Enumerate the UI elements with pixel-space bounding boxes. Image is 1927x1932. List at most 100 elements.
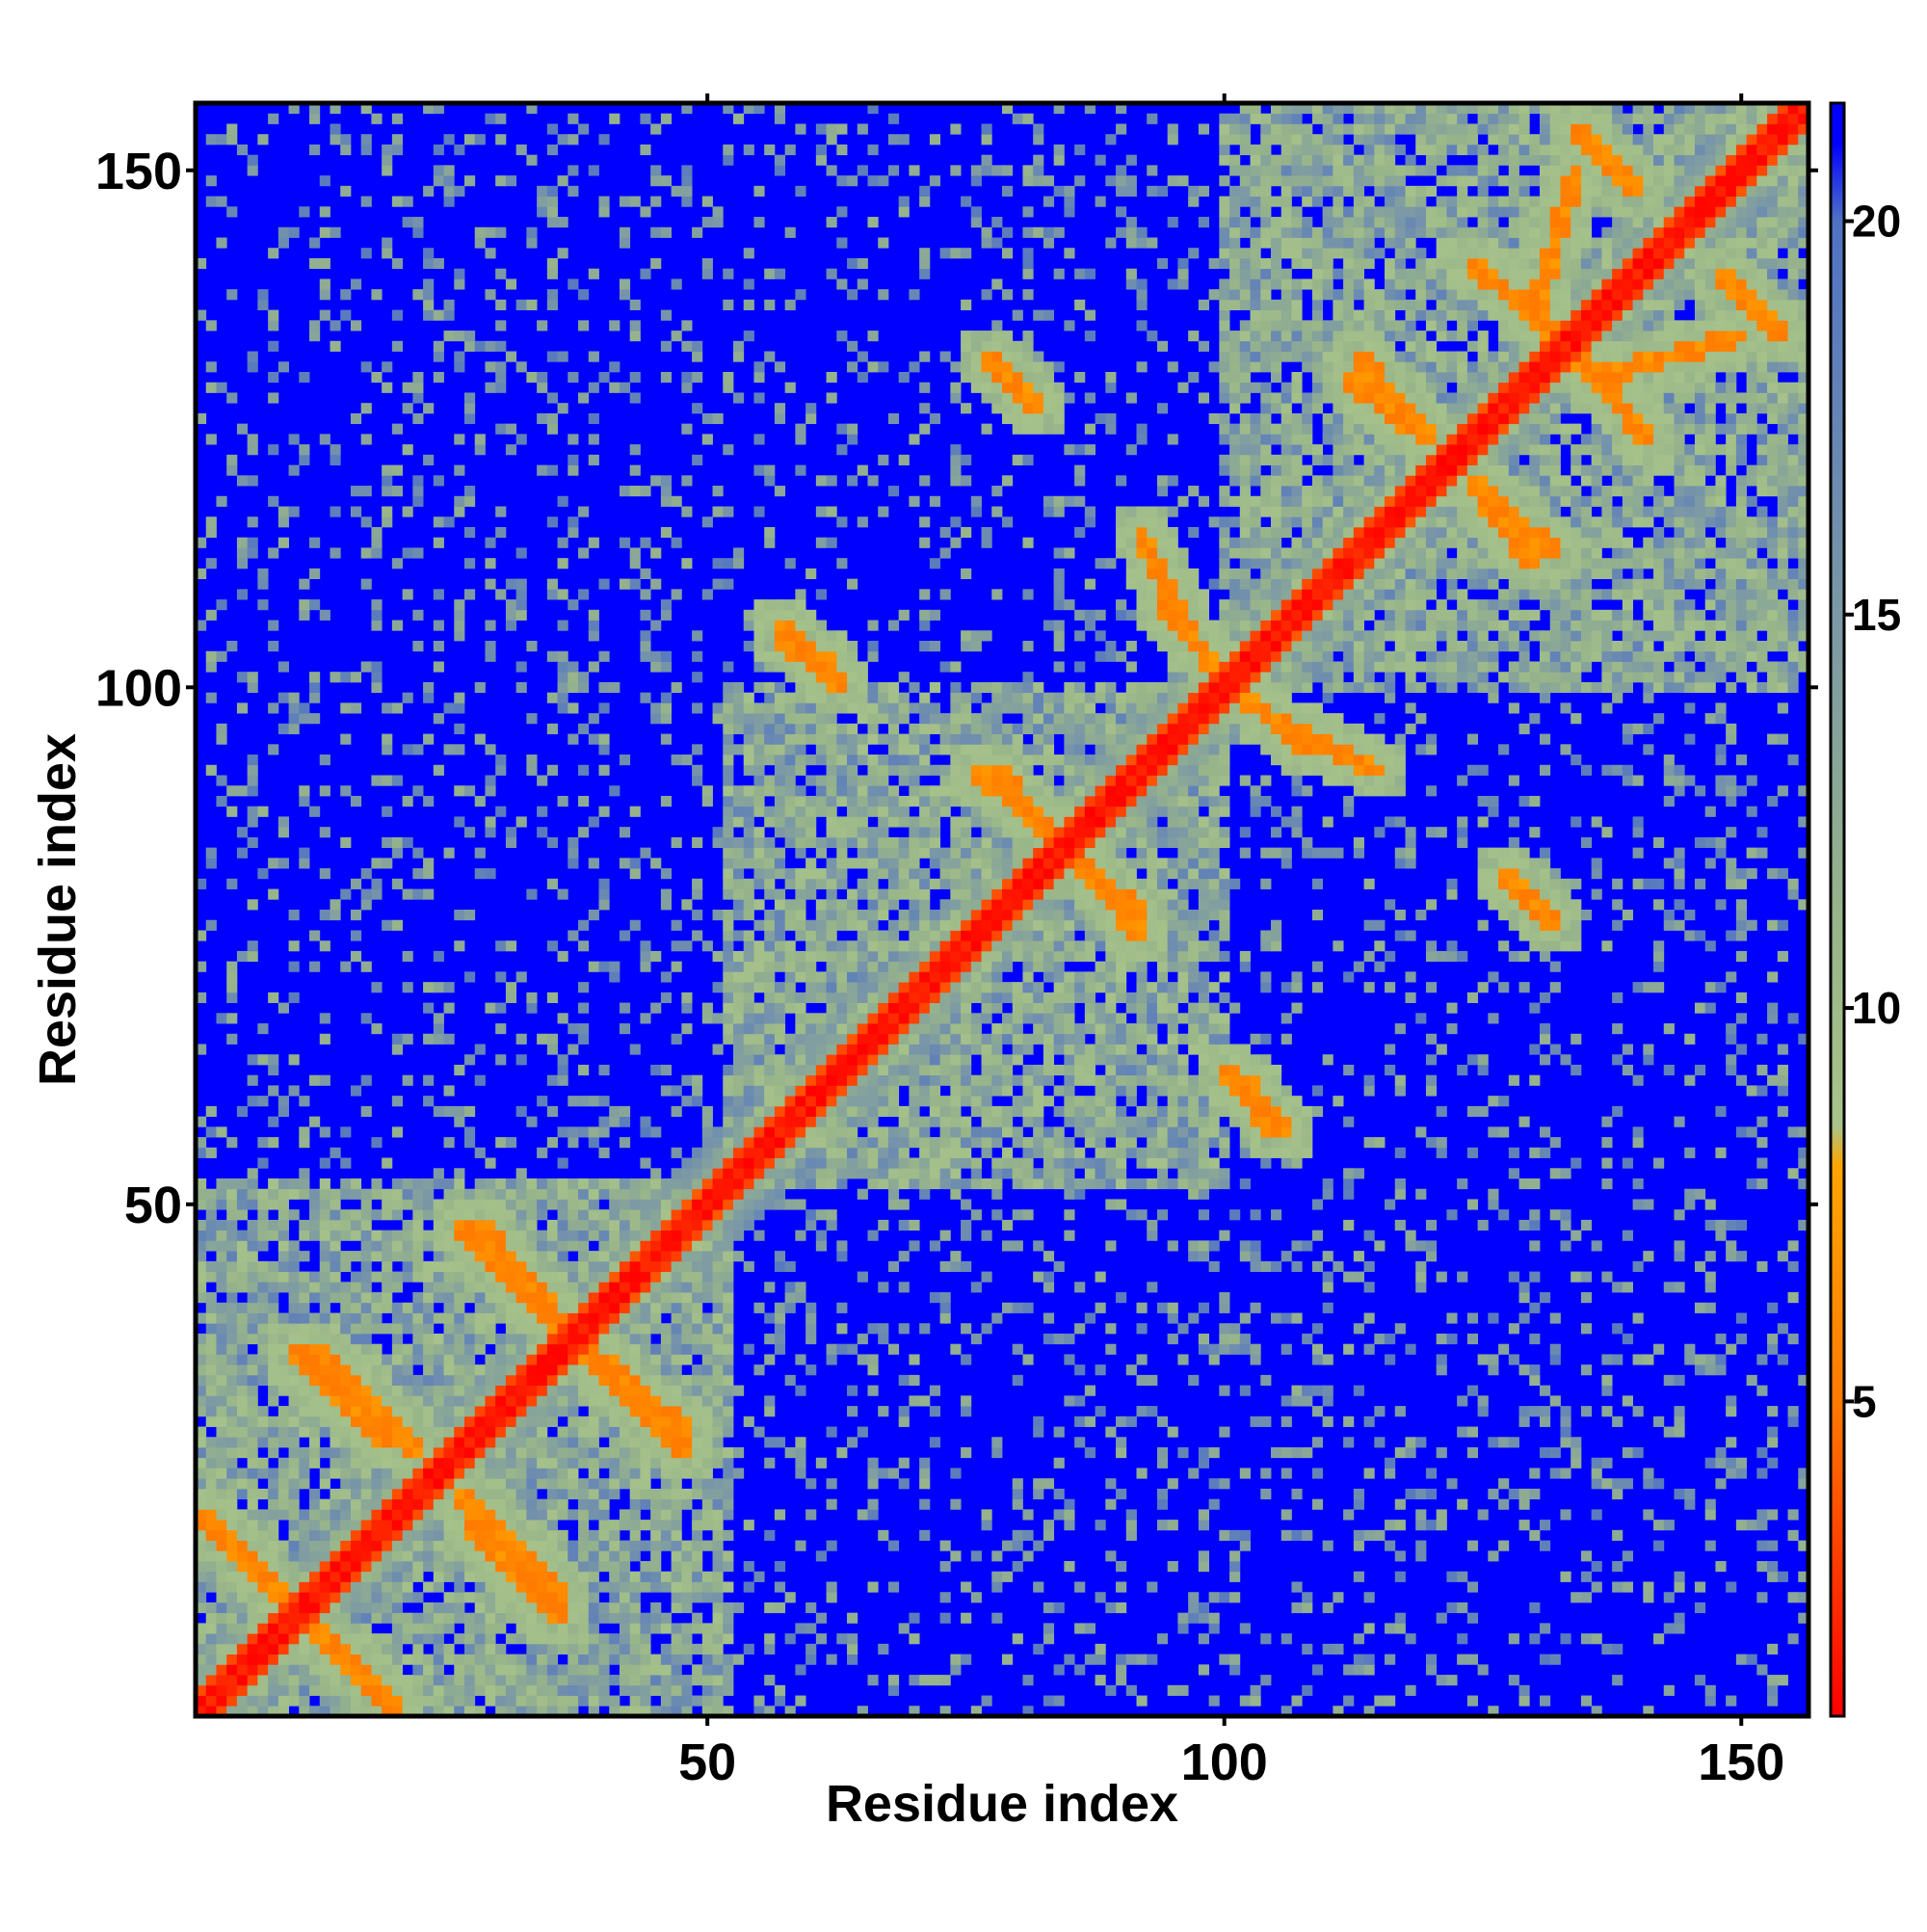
heatmap-cell [671, 1488, 682, 1500]
heatmap-cell [619, 1592, 631, 1603]
heatmap-cell [939, 982, 951, 993]
heatmap-cell [795, 1002, 806, 1014]
heatmap-cell [588, 1385, 599, 1396]
heatmap-cell [784, 1706, 796, 1717]
heatmap-cell [485, 1199, 496, 1210]
heatmap-cell [205, 1437, 217, 1448]
heatmap-cell [268, 1292, 279, 1304]
heatmap-cell [474, 1643, 486, 1655]
heatmap-cell [692, 1292, 703, 1304]
heatmap-cell [836, 681, 848, 694]
heatmap-cell [919, 919, 931, 931]
heatmap-cell [929, 836, 941, 849]
heatmap-cell [857, 165, 868, 176]
heatmap-cell [391, 134, 404, 146]
heatmap-cell [474, 847, 486, 859]
heatmap-cell [578, 1033, 590, 1045]
heatmap-cell [433, 589, 444, 600]
heatmap-cell [887, 1002, 900, 1014]
heatmap-cell [360, 1385, 372, 1396]
heatmap-cell [743, 764, 754, 776]
heatmap-cell [454, 331, 465, 342]
heatmap-cell [412, 392, 424, 404]
heatmap-cell [660, 1664, 673, 1676]
heatmap-cell [505, 1561, 517, 1573]
heatmap-cell [578, 1312, 590, 1324]
heatmap-cell [319, 1364, 330, 1376]
heatmap-cell [619, 1540, 631, 1551]
heatmap-cell [867, 620, 879, 631]
heatmap-cell [650, 1468, 662, 1479]
heatmap-cell [474, 1520, 486, 1531]
heatmap-cell [247, 1654, 258, 1665]
heatmap-cell [391, 1592, 404, 1603]
heatmap-cell [723, 1302, 734, 1313]
heatmap-cell [288, 1260, 300, 1272]
heatmap-cell [640, 1323, 651, 1335]
heatmap-cell [226, 1292, 238, 1304]
heatmap-cell [950, 165, 962, 176]
heatmap-cell [701, 1168, 713, 1179]
heatmap-cell [433, 1675, 444, 1686]
heatmap-cell [950, 1343, 962, 1355]
heatmap-cell [836, 899, 848, 911]
heatmap-cell [382, 464, 393, 476]
heatmap-cell [753, 702, 765, 714]
heatmap-cell [196, 1292, 207, 1304]
heatmap-cell [319, 940, 330, 952]
heatmap-cell [878, 1074, 889, 1086]
heatmap-cell [423, 1695, 435, 1707]
heatmap-cell [382, 1675, 393, 1686]
heatmap-cell [257, 1509, 269, 1521]
heatmap-cell [578, 320, 590, 331]
heatmap-cell [423, 888, 435, 900]
heatmap-cell [515, 361, 527, 373]
heatmap-cell [609, 1271, 620, 1283]
heatmap-cell [454, 785, 465, 797]
heatmap-cell [919, 733, 931, 745]
heatmap-cell [277, 1664, 289, 1676]
heatmap-cell [340, 1540, 352, 1551]
heatmap-cell [247, 1188, 258, 1200]
heatmap-cell [505, 351, 517, 362]
heatmap-cell [929, 1054, 941, 1066]
heatmap-cell [216, 1561, 227, 1573]
heatmap-cell [196, 1230, 207, 1241]
heatmap-cell [526, 754, 538, 766]
heatmap-cell [847, 1096, 858, 1107]
heatmap-cell [723, 1074, 734, 1086]
heatmap-cell [340, 1126, 352, 1138]
heatmap-cell [784, 1374, 796, 1387]
heatmap-cell [568, 858, 579, 869]
heatmap-cell [909, 1064, 920, 1076]
heatmap-cell [650, 475, 662, 487]
heatmap-cell [515, 1498, 527, 1510]
heatmap-cell [309, 1509, 321, 1521]
heatmap-cell [371, 1684, 383, 1696]
heatmap-cell [671, 1240, 682, 1252]
heatmap-cell [515, 1623, 527, 1634]
heatmap-cell [257, 289, 269, 301]
heatmap-cell [784, 1105, 796, 1118]
heatmap-cell [867, 950, 879, 963]
heatmap-cell [640, 1571, 651, 1582]
heatmap-cell [268, 444, 279, 456]
heatmap-cell [640, 1188, 651, 1200]
heatmap-cell [485, 1478, 496, 1490]
heatmap-cell [826, 702, 837, 714]
heatmap-cell [784, 1282, 796, 1293]
heatmap-cell [433, 372, 444, 384]
heatmap-cell [474, 1529, 486, 1541]
heatmap-cell [557, 1643, 568, 1655]
heatmap-cell [815, 1105, 827, 1118]
heatmap-cell [784, 940, 796, 952]
heatmap-cell [360, 1612, 372, 1624]
heatmap-cell [402, 982, 413, 993]
heatmap-cell [650, 1064, 662, 1076]
heatmap-cell [609, 1343, 620, 1355]
heatmap-cell [423, 403, 435, 414]
heatmap-cell [505, 1188, 517, 1200]
heatmap-cell [578, 1675, 590, 1686]
heatmap-cell [950, 1074, 962, 1086]
heatmap-cell [485, 1601, 496, 1614]
